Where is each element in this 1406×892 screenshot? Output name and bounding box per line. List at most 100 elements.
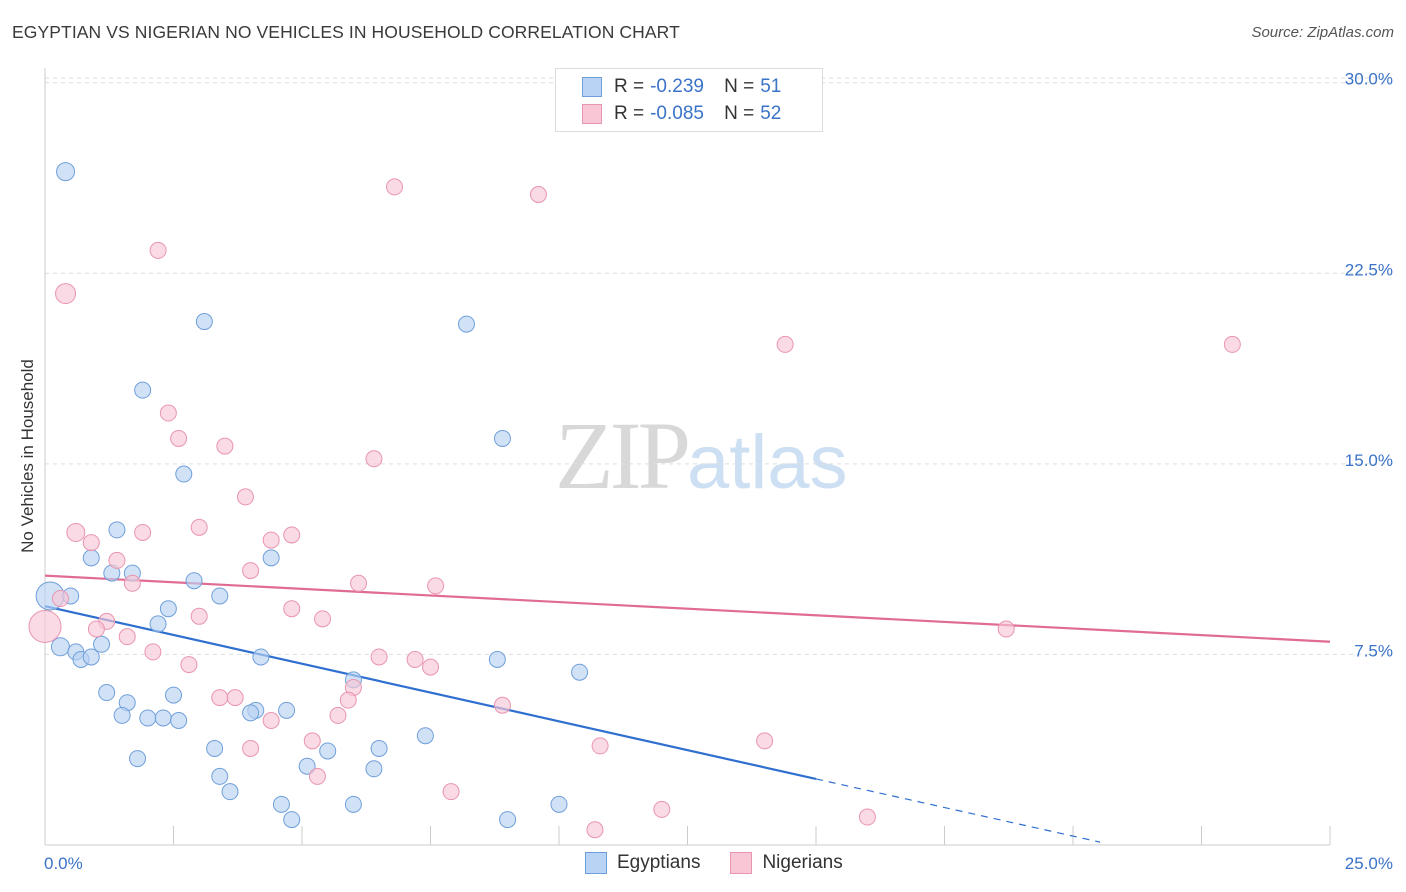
egyptian-point [56,162,76,182]
nigerian-point [55,283,77,305]
nigerian-point [226,689,244,707]
egyptian-point [185,572,203,590]
egyptian-point [242,704,260,722]
egyptian-point [108,521,126,539]
y-tick-label: 7.5% [1354,641,1393,660]
tick-labels: 7.5% 15.0% 22.5% 30.0% 0.0% 25.0% [44,70,1393,873]
nigerian-point [170,429,188,447]
nigerian-point [365,450,383,468]
nigerian-point [493,696,511,714]
nigerian-point [350,574,368,592]
nigerian-point [406,651,424,669]
egyptians-swatch [582,77,602,97]
axes [44,68,1331,846]
nigerian-point [262,531,280,549]
egyptian-point [550,795,568,813]
nigerian-point [653,800,671,818]
egyptian-point [175,465,193,483]
x-tick-label: 25.0% [1345,854,1393,873]
egyptian-point [206,739,224,757]
nigerian-point [211,689,229,707]
y-tick-label: 15.0% [1345,451,1393,470]
egyptian-point [98,684,116,702]
nigerian-point [123,574,141,592]
egyptian-point [149,615,167,633]
egyptian-point [252,648,270,666]
egyptian-point [129,750,147,768]
nigerian-point [28,609,62,643]
egyptian-point [416,727,434,745]
egyptian-point [170,711,188,729]
egyptian-point [221,783,239,801]
nigerian-point [329,706,347,724]
egyptian-point [488,651,506,669]
nigerians-legend-label: Nigerians [762,852,843,873]
egyptian-point [211,767,229,785]
egyptian-point [278,701,296,719]
nigerian-point [87,620,105,638]
nigerian-point [180,656,198,674]
nigerian-point [82,534,100,552]
nigerian-point [283,600,301,618]
legend-n-label: N = [724,103,755,124]
egyptian-point [319,742,337,760]
nigerian-point [370,648,388,666]
nigerian-point [236,488,254,506]
egyptian-point [370,739,388,757]
y-tick-label: 30.0% [1345,70,1393,89]
nigerian-point [386,178,404,196]
nigerian-point [216,437,234,455]
nigerian-point [529,186,547,204]
nigerian-point [242,562,260,580]
x-tick-label: 0.0% [44,854,83,873]
egyptian-point [283,811,301,829]
nigerian-point [339,691,357,709]
nigerians-swatch [582,104,602,124]
egyptian-point [93,635,111,653]
legend-item-egyptians[interactable]: Egyptians [585,852,700,874]
egyptian-point [159,600,177,618]
egyptian-point [195,313,213,331]
legend-row-nigerians: R = -0.085 N = 52 [582,102,781,126]
legend-n-value: 51 [760,76,782,97]
nigerian-point [144,643,162,661]
nigerian-point [190,518,208,536]
legend-r-label: R = [614,76,645,97]
nigerian-point [108,551,126,569]
egyptian-point [134,381,152,399]
nigerian-point [858,808,876,826]
nigerian-point [149,241,167,259]
egyptian-point [499,811,517,829]
egyptians-legend-swatch [585,852,607,874]
legend-n-label: N = [724,76,755,97]
nigerian-point [303,732,321,750]
nigerian-point [66,522,86,542]
legend-r-label: R = [614,103,645,124]
nigerian-point [591,737,609,755]
egyptian-point [165,686,182,704]
egyptian-point [344,795,362,813]
egyptian-point [82,549,100,567]
egyptian-point [154,709,172,727]
egyptian-point [113,706,131,724]
nigerian-point [997,620,1015,638]
nigerian-point [308,767,326,785]
nigerians-legend-swatch [730,852,753,874]
egyptian-point [50,637,70,657]
nigerian-point [262,711,280,729]
nigerian-point [427,577,445,595]
nigerians-trend-line [44,574,1331,643]
egyptian-point [211,587,229,605]
egyptian-point [493,429,511,447]
egyptian-point [457,315,475,333]
nigerian-point [190,607,208,625]
series-legend: Egyptians Nigerians [585,852,873,874]
nigerian-point [51,590,69,608]
data-points [28,162,1241,839]
egyptian-point [82,648,100,666]
nigerian-point [242,739,260,757]
chart-title: EGYPTIAN VS NIGERIAN NO VEHICLES IN HOUS… [12,22,680,42]
legend-item-nigerians[interactable]: Nigerians [730,852,843,874]
